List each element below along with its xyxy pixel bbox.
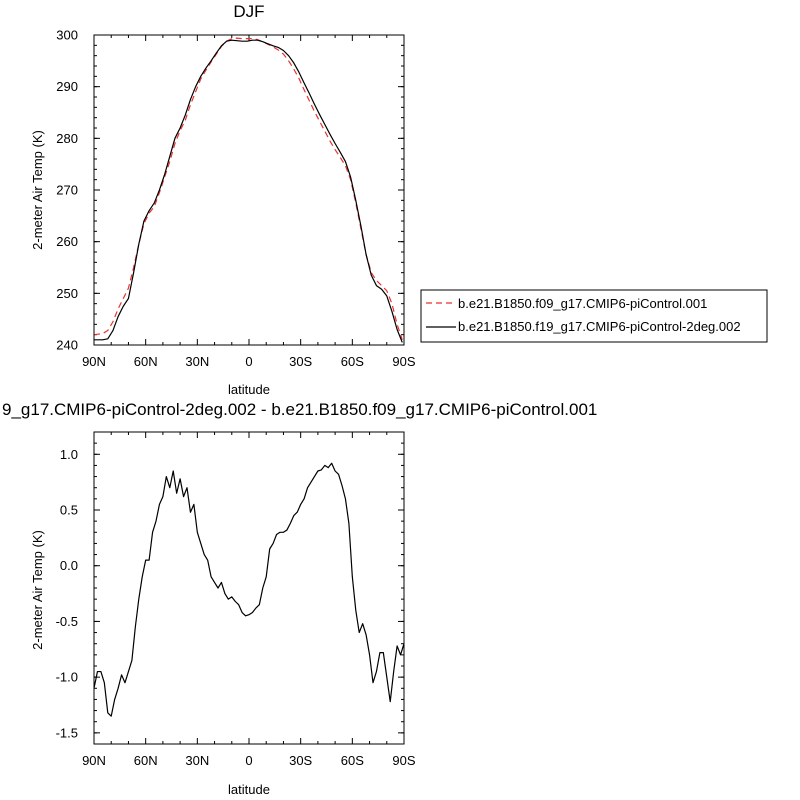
top-x-tick-label: 60S [341,354,364,369]
top-series-line-1 [93,37,403,341]
top-x-tick-label: 30N [185,354,209,369]
bottom-y-tick-label: -1.0 [56,670,78,685]
legend: b.e21.B1850.f09_g17.CMIP6-piControl.001 … [420,289,768,343]
top-x-tick-label: 0 [245,354,252,369]
bottom-x-axis-label: latitude [228,782,270,797]
top-x-axis-label: latitude [228,382,270,397]
bottom-y-tick-label: -0.5 [56,614,78,629]
top-y-tick-label: 280 [56,131,78,146]
bottom-x-tick-label: 0 [245,753,252,768]
bottom-x-tick-label: 60N [134,753,158,768]
top-plot-frame [93,34,405,346]
bottom-y-tick-label: 1.0 [60,447,78,462]
top-chart-series [93,37,403,343]
bottom-plot-frame [93,431,405,745]
top-x-tick-label: 60N [134,354,158,369]
top-series-line-2 [94,39,403,343]
legend-box [420,289,768,343]
top-y-tick-label: 240 [56,338,78,353]
bottom-chart-series [93,462,405,717]
bottom-x-tick-label: 30N [185,753,209,768]
bottom-y-axis-label: 2-meter Air Temp (K) [30,530,45,650]
legend-entry-series-2: b.e21.B1850.f19_g17.CMIP6-piControl-2deg… [458,319,741,334]
top-x-tick-label: 30S [289,354,312,369]
top-chart-tick-labels: 90N 60N 30N 0 30S 60S 90S 240 250 260 270 280 290 300 [56,28,416,370]
top-chart-title: DJF [233,2,264,21]
bottom-y-tick-label: 0.5 [60,503,78,518]
top-chart-ticks [93,34,405,346]
bottom-x-tick-label: 90N [82,753,106,768]
top-y-tick-label: 290 [56,79,78,94]
top-y-tick-label: 270 [56,183,78,198]
top-chart-panel: DJF 90N 60N 30N 0 30S 60S 90S 240 250 260 270 280 29… [30,2,416,397]
bottom-y-tick-label: 0.0 [60,558,78,573]
bottom-y-tick-label: -1.5 [56,725,78,740]
top-x-tick-label: 90S [392,354,415,369]
bottom-x-tick-label: 90S [392,753,415,768]
bottom-chart-panel: 9_g17.CMIP6-piControl-2deg.002 - b.e21.B… [2,400,597,797]
top-y-tick-label: 300 [56,28,78,43]
top-y-axis-label: 2-meter Air Temp (K) [30,130,45,250]
bottom-x-tick-label: 30S [289,753,312,768]
top-x-tick-label: 90N [82,354,106,369]
bottom-chart-title: 9_g17.CMIP6-piControl-2deg.002 - b.e21.B… [2,400,597,419]
bottom-x-tick-label: 60S [341,753,364,768]
bottom-series-line-1 [93,462,405,717]
bottom-chart-tick-labels: 90N 60N 30N 0 30S 60S 90S -1.5 -1.0 -0.5 0.0 0.5 1.0 [56,447,416,768]
top-y-tick-label: 250 [56,286,78,301]
legend-entry-series-1: b.e21.B1850.f09_g17.CMIP6-piControl.001 [458,296,707,311]
top-y-tick-label: 260 [56,234,78,249]
